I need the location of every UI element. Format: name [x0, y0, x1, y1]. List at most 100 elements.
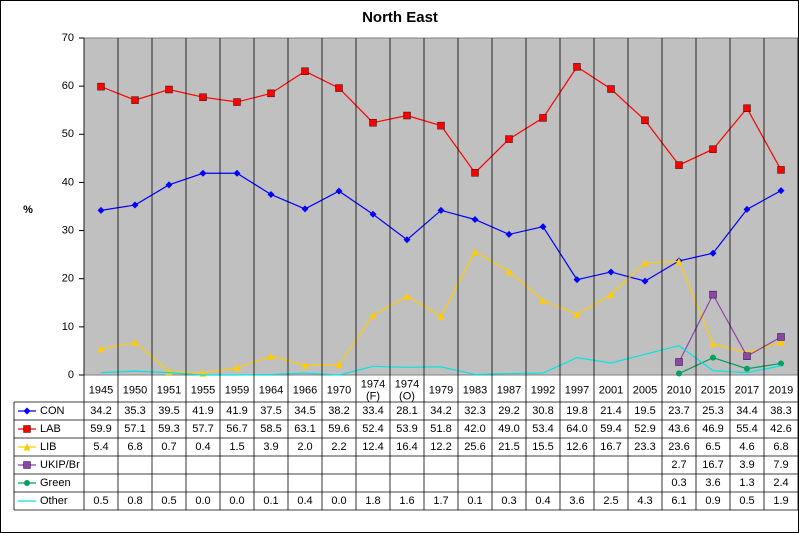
table-cell: 34.2 [430, 405, 451, 417]
marker [369, 210, 377, 218]
marker [675, 257, 683, 265]
marker [471, 169, 479, 177]
chart-title: North East [362, 9, 438, 26]
marker [709, 290, 717, 299]
x-tick-label: 1945 [89, 384, 113, 396]
table-cell: 1.9 [773, 495, 788, 507]
marker [267, 89, 275, 98]
table-cell: 38.3 [770, 405, 791, 417]
marker [471, 248, 479, 256]
x-tick-label: 1950 [123, 384, 147, 396]
table-cell: 1.6 [399, 495, 414, 507]
table-cell: 0.5 [93, 495, 108, 507]
table-cell: 29.2 [498, 405, 519, 417]
table-cell: 23.3 [634, 441, 655, 453]
table-cell: 0.0 [331, 495, 346, 507]
marker [335, 84, 343, 92]
marker [97, 82, 105, 91]
marker [369, 311, 377, 319]
table-cell: 25.6 [464, 441, 485, 453]
legend-label: Green [40, 477, 71, 489]
table-cell: 15.5 [532, 441, 553, 453]
table-cell: 64.0 [566, 423, 587, 435]
table-cell: 2.5 [603, 495, 618, 507]
marker [573, 310, 581, 318]
table-cell: 6.5 [705, 441, 720, 453]
table-cell: 53.9 [396, 423, 417, 435]
table-cell: 19.8 [566, 405, 587, 417]
series-line [100, 344, 782, 376]
table-cell: 23.6 [668, 441, 689, 453]
table-cell: 1.5 [229, 441, 244, 453]
table-cell: 35.3 [124, 405, 145, 417]
y-tick-label: 20 [62, 273, 74, 285]
table-cell: 41.9 [192, 405, 213, 417]
x-tick-label: 1974 (F) [361, 378, 385, 402]
legend-label: LIB [40, 441, 57, 453]
marker [607, 268, 615, 276]
table-cell: 12.2 [430, 441, 451, 453]
table-cell: 21.4 [600, 405, 621, 417]
marker [778, 360, 784, 367]
legend-label: CON [40, 405, 65, 417]
x-tick-label: 1987 [497, 384, 521, 396]
table-cell: 28.1 [396, 405, 417, 417]
table-cell: 1.3 [739, 477, 754, 489]
table-cell: 0.0 [195, 495, 210, 507]
marker [641, 259, 649, 267]
legend-label: LAB [40, 423, 61, 435]
table-cell: 2.4 [773, 477, 788, 489]
table-cell: 57.7 [192, 423, 213, 435]
table-cell: 6.8 [773, 441, 788, 453]
marker [777, 338, 785, 346]
table-cell: 0.3 [501, 495, 516, 507]
table-cell: 0.3 [671, 477, 686, 489]
marker [233, 169, 241, 177]
plot-area [83, 37, 799, 376]
marker [743, 104, 751, 112]
marker [335, 360, 343, 368]
marker [641, 277, 649, 285]
x-tick-label: 1983 [463, 384, 487, 396]
y-tick-label: 60 [62, 80, 74, 92]
table-cell: 0.0 [229, 495, 244, 507]
marker [573, 276, 581, 284]
table-cell: 41.9 [226, 405, 247, 417]
x-tick-label: 1974 (O) [395, 378, 419, 402]
table-cell: 5.4 [93, 441, 108, 453]
marker [131, 201, 139, 209]
table-cell: 49.0 [498, 423, 519, 435]
table-cell: 7.9 [773, 459, 788, 471]
table-cell: 16.4 [396, 441, 417, 453]
marker [437, 121, 445, 130]
marker [369, 119, 377, 127]
table-cell: 0.5 [161, 495, 176, 507]
marker [573, 63, 581, 71]
table-cell: 52.4 [362, 423, 383, 435]
table-cell: 6.1 [671, 495, 686, 507]
table-cell: 0.4 [297, 495, 312, 507]
table-cell: 56.7 [226, 423, 247, 435]
marker [607, 85, 615, 93]
table-cell: 12.6 [566, 441, 587, 453]
table-cell: 58.5 [260, 423, 281, 435]
x-tick-label: 1966 [293, 384, 317, 396]
table-cell: 30.8 [532, 405, 553, 417]
y-axis-label: % [23, 204, 33, 216]
table-cell: 59.6 [328, 423, 349, 435]
x-tick-label: 2019 [769, 384, 793, 396]
x-tick-label: 1997 [565, 384, 589, 396]
table-cell: 46.9 [702, 423, 723, 435]
table-cell: 52.9 [634, 423, 655, 435]
legend-label: UKIP/Br [40, 459, 80, 471]
marker [23, 443, 31, 451]
table-cell: 16.7 [600, 441, 621, 453]
table-cell: 6.8 [127, 441, 142, 453]
marker [675, 358, 683, 366]
marker [23, 407, 31, 415]
marker [403, 236, 411, 244]
table-cell: 0.1 [263, 495, 278, 507]
table-cell: 0.7 [161, 441, 176, 453]
x-tick-label: 2005 [633, 384, 657, 396]
marker [97, 345, 105, 353]
